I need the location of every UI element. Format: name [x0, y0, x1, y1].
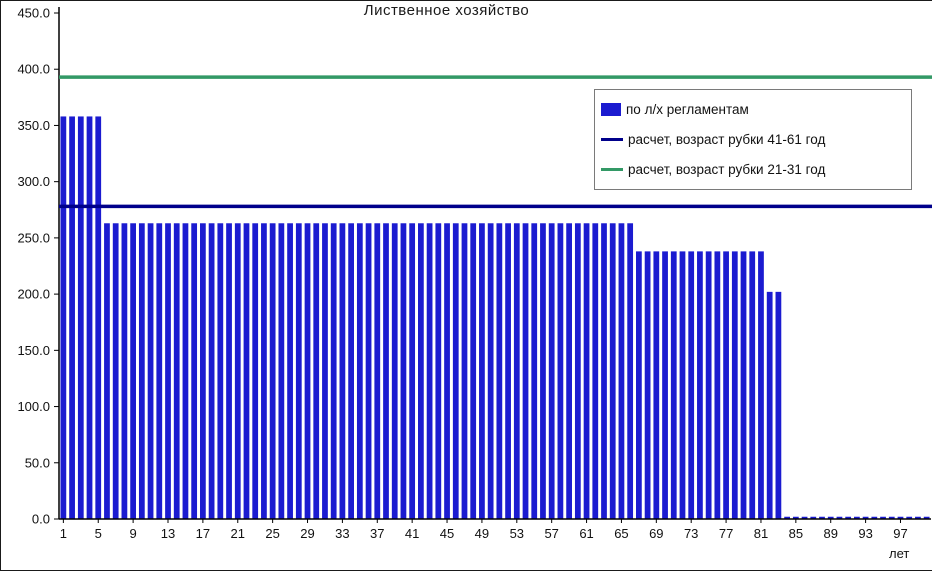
legend-item-regulations: по л/х регламентам	[601, 102, 905, 117]
legend-line-swatch-green	[601, 168, 623, 172]
svg-text:65: 65	[614, 526, 628, 541]
svg-text:85: 85	[789, 526, 803, 541]
svg-text:21: 21	[231, 526, 245, 541]
legend-item-calc-41-61: расчет, возраст рубки 41-61 год	[601, 132, 905, 147]
x-axis-title: лет	[889, 546, 910, 561]
svg-text:29: 29	[300, 526, 314, 541]
svg-text:17: 17	[196, 526, 210, 541]
svg-text:50.0: 50.0	[25, 455, 50, 470]
svg-text:150.0: 150.0	[17, 343, 50, 358]
svg-text:1: 1	[60, 526, 67, 541]
svg-text:41: 41	[405, 526, 419, 541]
svg-text:9: 9	[130, 526, 137, 541]
svg-text:25: 25	[265, 526, 279, 541]
svg-text:300.0: 300.0	[17, 174, 50, 189]
svg-text:450.0: 450.0	[17, 6, 50, 21]
svg-text:37: 37	[370, 526, 384, 541]
legend-bar-swatch	[601, 102, 621, 116]
svg-text:5: 5	[95, 526, 102, 541]
legend-label: расчет, возраст рубки 41-61 год	[628, 131, 826, 147]
svg-text:93: 93	[858, 526, 872, 541]
svg-text:13: 13	[161, 526, 175, 541]
svg-text:400.0: 400.0	[17, 62, 50, 77]
chart-legend: по л/х регламентам расчет, возраст рубки…	[594, 89, 912, 190]
svg-text:77: 77	[719, 526, 733, 541]
svg-text:69: 69	[649, 526, 663, 541]
svg-text:81: 81	[754, 526, 768, 541]
svg-text:45: 45	[440, 526, 454, 541]
svg-text:97: 97	[893, 526, 907, 541]
legend-line-swatch-navy	[601, 137, 623, 141]
svg-text:73: 73	[684, 526, 698, 541]
svg-text:49: 49	[475, 526, 489, 541]
svg-text:350.0: 350.0	[17, 118, 50, 133]
svg-text:200.0: 200.0	[17, 287, 50, 302]
svg-text:100.0: 100.0	[17, 399, 50, 414]
svg-text:57: 57	[544, 526, 558, 541]
svg-text:250.0: 250.0	[17, 230, 50, 245]
svg-text:89: 89	[823, 526, 837, 541]
chart-title: Лиственное хозяйство	[363, 2, 530, 19]
svg-text:33: 33	[335, 526, 349, 541]
svg-text:53: 53	[510, 526, 524, 541]
legend-item-calc-21-31: расчет, возраст рубки 21-31 год	[601, 162, 905, 177]
legend-label: по л/х регламентам	[626, 101, 749, 117]
legend-label: расчет, возраст рубки 21-31 год	[628, 162, 826, 178]
svg-text:0.0: 0.0	[32, 512, 50, 527]
svg-text:61: 61	[579, 526, 593, 541]
